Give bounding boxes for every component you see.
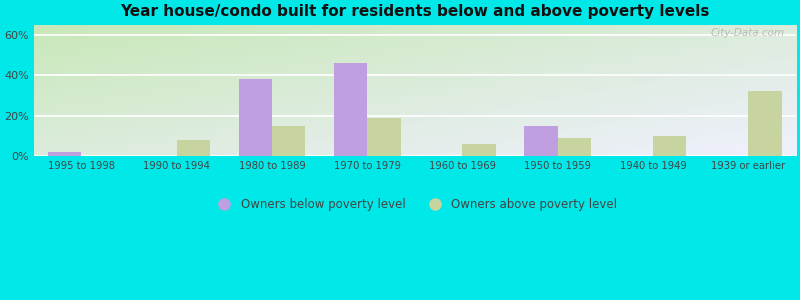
Bar [653,136,686,156]
Bar [272,126,306,156]
Bar [462,144,496,156]
Bar [48,152,82,156]
Bar [524,126,558,156]
Text: City-Data.com: City-Data.com [710,28,785,38]
Legend: Owners below poverty level, Owners above poverty level: Owners below poverty level, Owners above… [207,194,622,216]
Title: Year house/condo built for residents below and above poverty levels: Year house/condo built for residents bel… [120,4,710,19]
Bar [748,92,782,156]
Bar [334,63,367,156]
Bar [367,118,401,156]
Bar [558,138,591,156]
Bar [177,140,210,156]
Bar [238,79,272,156]
